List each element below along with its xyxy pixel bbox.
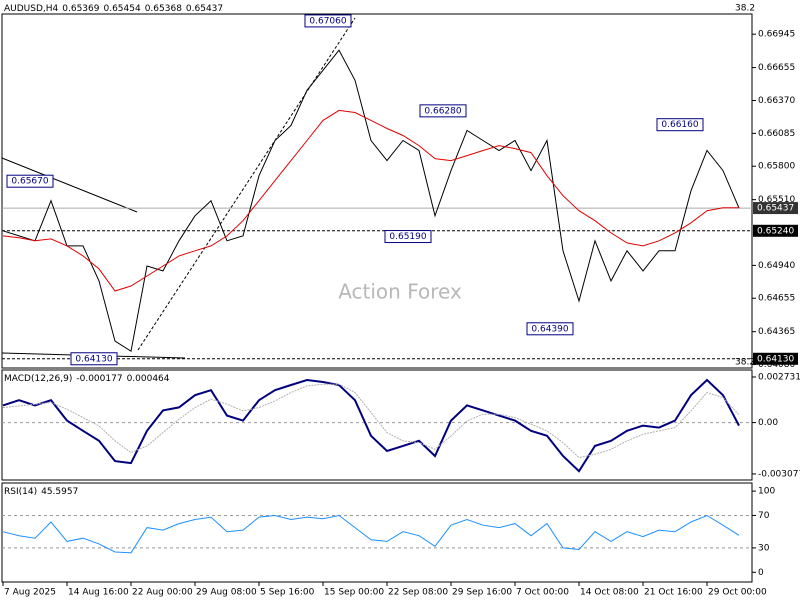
fib-label: 38.2 [735, 358, 755, 368]
y-tick-label: 0.64080 [758, 360, 795, 370]
series-line [2, 378, 740, 473]
series-line [2, 49, 740, 353]
rsi-title: RSI(14) [4, 487, 37, 497]
x-tick-label: 14 Oct 08:00 [580, 588, 639, 598]
rsi-reading: 45.5957 [41, 487, 78, 497]
y-tick-label: 0.65510 [758, 195, 795, 205]
series-line [2, 514, 740, 554]
series-line [2, 109, 739, 292]
y-tick-label: 0.66085 [758, 129, 795, 139]
y-tick-label: 100 [758, 487, 775, 497]
annotation-label: 0.65670 [11, 177, 48, 187]
annotation-box [384, 230, 432, 244]
low: 0.65368 [145, 4, 182, 14]
fib-diagonal [137, 17, 356, 351]
y-tick-label: -0.003077 [758, 469, 800, 479]
y-tick-label: 0.002731 [758, 372, 800, 382]
annotation-box [6, 174, 54, 188]
y-tick-label: 0.66945 [758, 30, 795, 40]
x-tick-label: 21 Oct 16:00 [644, 588, 703, 598]
y-tick-label: 0.66655 [758, 63, 795, 73]
high: 0.65454 [103, 4, 140, 14]
x-tick-label: 29 Aug 08:00 [196, 588, 257, 598]
annotation-label: 0.64390 [531, 324, 568, 334]
annotation-label: 0.64130 [75, 354, 112, 364]
macd-reading: -0.000177 [76, 374, 122, 384]
x-tick-label: 7 Aug 2025 [4, 588, 56, 598]
pane-frame [1, 369, 753, 481]
watermark: Action Forex [338, 280, 462, 304]
y-tick-label: 0.64940 [758, 261, 795, 271]
signal-reading: 0.000464 [127, 374, 170, 384]
x-tick-label: 22 Sep 08:00 [388, 588, 448, 598]
annotation-box [656, 118, 704, 132]
open: 0.65369 [62, 4, 99, 14]
level-label: 0.64130 [757, 354, 794, 364]
y-tick-label: 0.00 [758, 418, 778, 428]
pane-frame [1, 482, 753, 583]
y-tick-label: 0.65800 [758, 162, 795, 172]
close: 0.65437 [186, 4, 223, 14]
annotation-box [304, 14, 352, 28]
annotation-label: 0.67060 [309, 16, 346, 26]
y-tick-label: 70 [758, 511, 770, 521]
y-tick-label: 0.64655 [758, 294, 795, 304]
x-tick-label: 29 Sep 16:00 [452, 588, 512, 598]
annotation-box [419, 104, 467, 118]
rsi-header: RSI(14) 45.5957 [4, 487, 78, 497]
macd-title: MACD(12,26,9) [4, 374, 72, 384]
level-label: 0.65437 [757, 204, 794, 214]
annotation-box [526, 322, 574, 336]
level-box [753, 352, 798, 365]
trendline [1, 157, 138, 213]
y-tick-label: 0.66370 [758, 96, 795, 106]
annotation-label: 0.65190 [389, 232, 426, 242]
level-label: 0.65240 [757, 226, 794, 236]
x-tick-label: 29 Oct 00:00 [708, 588, 767, 598]
annotation-label: 0.66160 [661, 120, 698, 130]
x-tick-label: 14 Aug 16:00 [68, 588, 129, 598]
chart-header: AUDUSD,H4 0.65369 0.65454 0.65368 0.65437 [4, 4, 223, 14]
annotation-label: 0.66280 [424, 106, 461, 116]
level-box [753, 202, 798, 215]
y-tick-label: 0 [758, 568, 764, 578]
annotation-box [70, 352, 118, 366]
fib-label: 38.2 [735, 4, 755, 14]
y-tick-label: 30 [758, 543, 770, 553]
x-tick-label: 22 Aug 00:00 [132, 588, 193, 598]
series-line [2, 383, 740, 459]
x-tick-label: 7 Oct 00:00 [516, 588, 569, 598]
level-box [753, 224, 798, 237]
pane-frame [1, 13, 753, 369]
macd-header: MACD(12,26,9) -0.000177 0.000464 [4, 374, 170, 384]
x-tick-label: 15 Sep 00:00 [324, 588, 384, 598]
y-tick-label: 0.64365 [758, 327, 795, 337]
x-tick-label: 5 Sep 16:00 [260, 588, 315, 598]
symbol: AUDUSD,H4 [4, 4, 59, 14]
